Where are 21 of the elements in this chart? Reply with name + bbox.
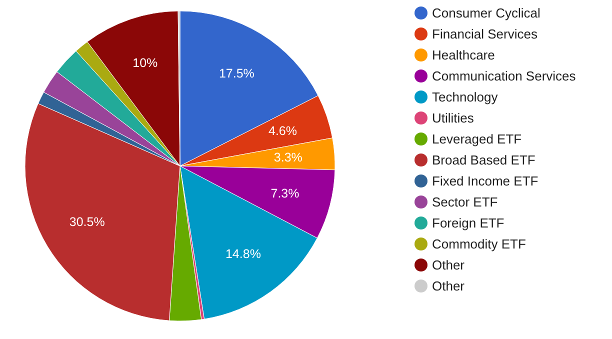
legend-label: Foreign ETF [432, 216, 504, 230]
legend-label: Broad Based ETF [432, 152, 536, 168]
data-label: 7.3% [270, 186, 300, 200]
legend-label: Technology [432, 90, 498, 104]
legend-label: Healthcare [432, 48, 495, 62]
legend-label: Consumer Cyclical [432, 6, 540, 20]
data-label: 4.6% [268, 124, 298, 138]
data-label: 3.3% [274, 150, 302, 164]
data-label: 14.8% [225, 247, 261, 262]
legend-label: Financial Services [432, 26, 538, 42]
legend-label: Other [432, 278, 466, 294]
legend-label: Leveraged ETF [432, 132, 522, 146]
data-label: 30.5% [69, 215, 105, 230]
legend-label: Utilities [432, 110, 474, 126]
data-label: 10% [132, 56, 158, 70]
legend-label: Fixed Income ETF [432, 174, 538, 188]
legend-label: Communication Services [432, 68, 576, 84]
data-label: 17.5% [218, 66, 254, 80]
legend-label: Other [432, 258, 466, 272]
legend-label: Sector ETF [432, 194, 498, 210]
legend-label: Commodity ETF [432, 236, 526, 252]
